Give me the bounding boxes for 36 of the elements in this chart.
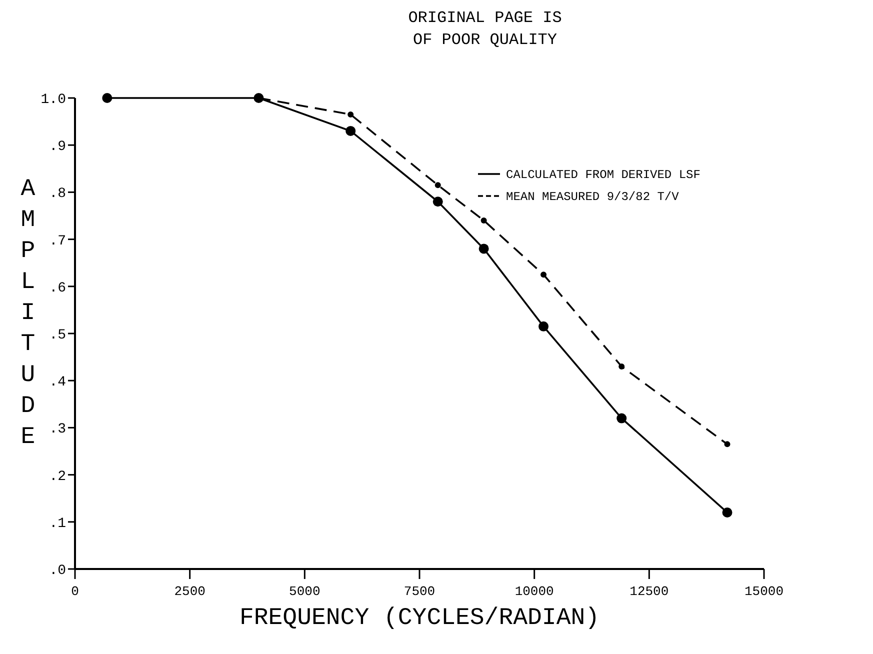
point: [480, 217, 487, 224]
y-tick-label: .5: [49, 328, 66, 344]
y-tick-label: .1: [49, 516, 66, 532]
point: [540, 272, 547, 278]
x-tick-label: 12500: [630, 584, 669, 599]
point: [348, 111, 354, 118]
x-tick-label: 2500: [174, 584, 206, 599]
x-tick-label: 5000: [289, 584, 320, 599]
legend-label: MEAN MEASURED 9/3/82 T/V: [506, 190, 680, 204]
x-tick-label: 10000: [514, 584, 554, 599]
x-axis-title: FREQUENCY (CYCLES/RADIAN): [239, 605, 600, 632]
point: [434, 182, 441, 188]
point: [722, 507, 732, 518]
y-tick-label: .0: [49, 563, 66, 579]
y-tick-label: 1.0: [40, 92, 66, 108]
y-tick-label: .3: [49, 422, 66, 438]
point: [102, 93, 112, 103]
y-tick-label: .9: [49, 139, 66, 156]
x-tick-label: 7500: [404, 584, 436, 599]
legend-label: CALCULATED FROM DERIVED LSF: [506, 168, 700, 182]
y-tick-label: .4: [49, 374, 66, 391]
point: [538, 321, 549, 332]
y-tick-label: .8: [49, 186, 66, 202]
y-tick-label: .7: [49, 233, 66, 250]
point: [618, 363, 625, 370]
point: [478, 244, 489, 254]
point: [346, 126, 356, 136]
x-tick-label: 15000: [744, 584, 784, 599]
y-tick-label: .2: [49, 468, 66, 485]
text: AMPLITUDE: [20, 176, 36, 451]
text: ORIGINAL PAGE IS OF POOR QUALITY: [408, 9, 562, 49]
point: [432, 196, 443, 207]
point: [724, 441, 730, 448]
x-tick-label: 0: [71, 584, 79, 599]
y-tick-label: .6: [49, 280, 66, 296]
point: [616, 413, 627, 424]
